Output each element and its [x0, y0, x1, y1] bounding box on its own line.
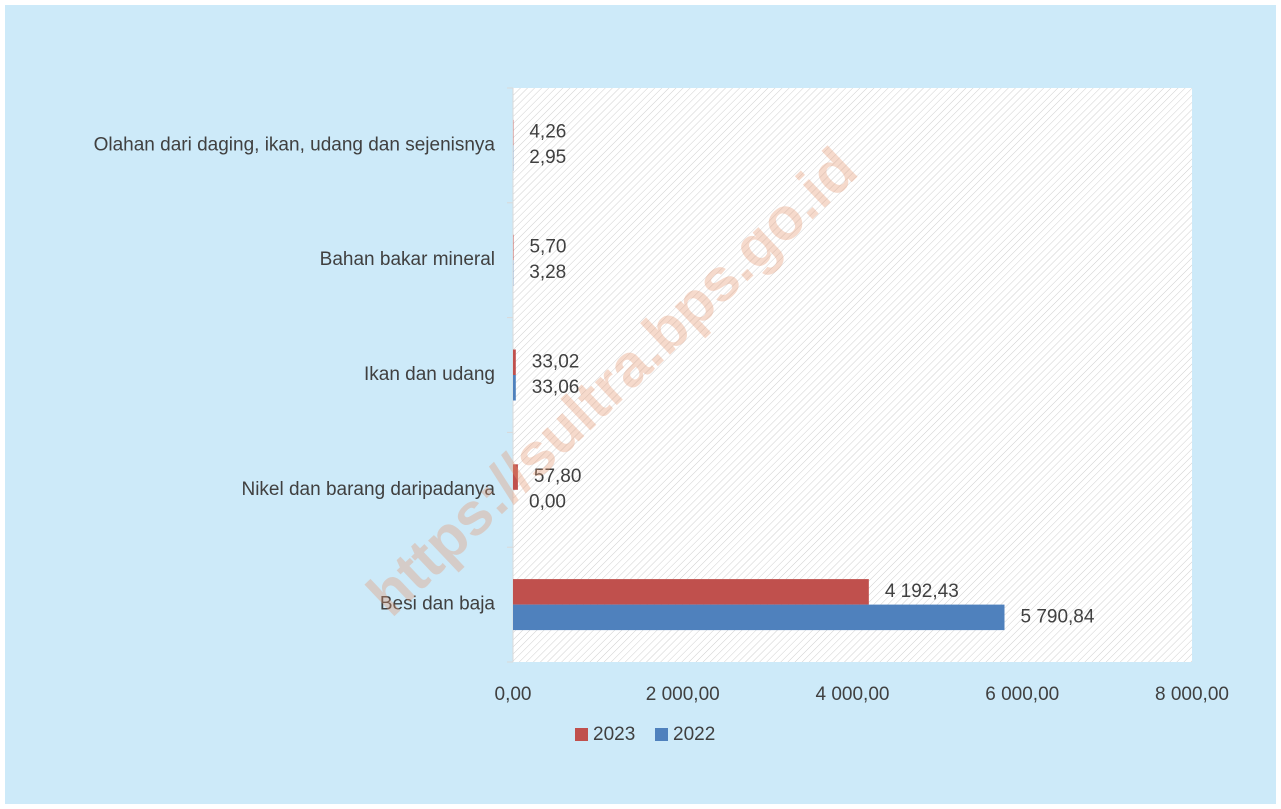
data-label: 5,70 [529, 236, 566, 257]
data-label: 2,95 [529, 147, 566, 168]
x-tick-label: 4 000,00 [816, 684, 890, 705]
data-label: 4 192,43 [885, 581, 959, 602]
data-label: 33,02 [532, 351, 580, 372]
legend-swatch [575, 728, 588, 741]
data-label: 33,06 [532, 377, 580, 398]
data-label: 57,80 [534, 466, 582, 487]
bar [513, 579, 869, 605]
legend-swatch [655, 728, 668, 741]
data-label: 4,26 [529, 122, 566, 143]
y-tick-label: Olahan dari daging, ikan, udang dan seje… [94, 134, 496, 155]
bar [513, 375, 516, 401]
x-tick-label: 2 000,00 [646, 684, 720, 705]
legend-label: 2022 [673, 724, 715, 745]
data-label: 0,00 [529, 492, 566, 513]
y-tick-label: Nikel dan barang daripadanya [241, 479, 495, 500]
x-tick-label: 8 000,00 [1155, 684, 1229, 705]
legend-label: 2023 [593, 724, 635, 745]
x-tick-label: 6 000,00 [985, 684, 1059, 705]
y-tick-label: Besi dan baja [380, 594, 496, 615]
data-label: 3,28 [529, 262, 566, 283]
y-tick-label: Ikan dan udang [364, 364, 495, 385]
x-tick-label: 0,00 [495, 684, 532, 705]
bar [513, 604, 1005, 631]
plot-area [513, 88, 1192, 662]
bar [513, 464, 518, 490]
y-tick-label: Bahan bakar mineral [320, 249, 495, 270]
data-label: 5 790,84 [1020, 606, 1094, 627]
bar [513, 349, 516, 375]
